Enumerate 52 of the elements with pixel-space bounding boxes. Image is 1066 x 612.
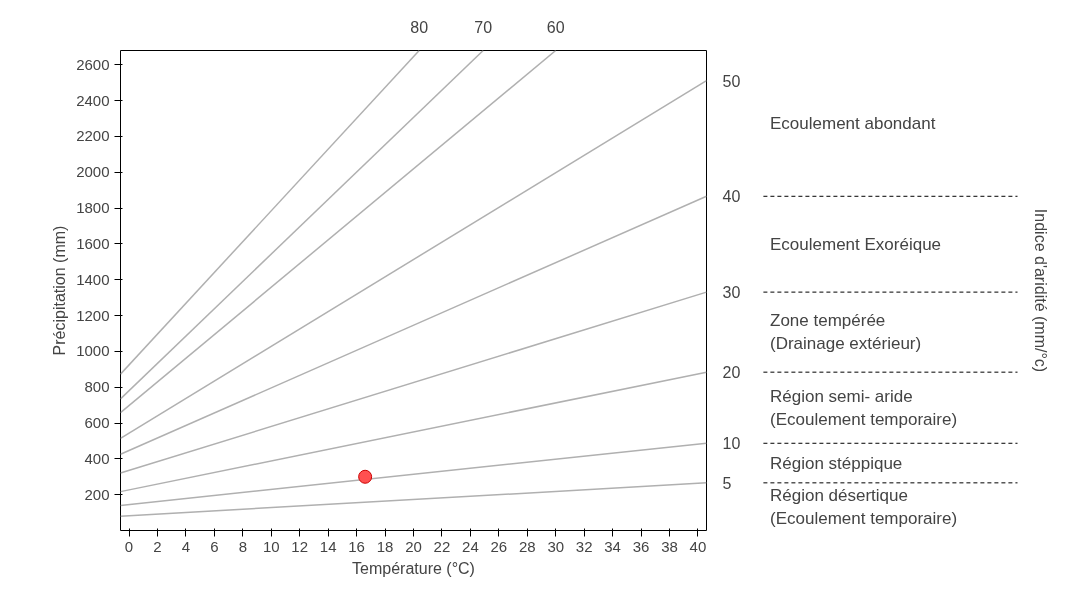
- y-tick-label: 400: [84, 449, 110, 467]
- x-tick-label: 6: [210, 537, 219, 555]
- series-label: 50: [722, 72, 741, 90]
- text: Ecoulement Exoréique: [770, 234, 942, 254]
- y-tick-label: 1800: [76, 199, 110, 217]
- x-tick-label: 10: [262, 537, 280, 555]
- x-tick-label: 8: [238, 537, 247, 555]
- text: Région désertique (Ecoulement temporaire): [770, 485, 958, 528]
- x-tick-label: 18: [376, 537, 394, 555]
- x-tick-label: 12: [291, 537, 309, 555]
- x-tick-label: 20: [405, 537, 422, 555]
- series-label: 40: [722, 188, 741, 206]
- x-tick-label: 32: [575, 537, 593, 555]
- x-tick-label: 22: [433, 537, 451, 555]
- x-axis-title: Température (°C): [352, 559, 475, 577]
- x-tick-label: 0: [124, 537, 134, 555]
- x-tick-label: 2: [153, 537, 162, 555]
- series-label: 5: [722, 474, 732, 492]
- y-tick-label: 2600: [76, 55, 110, 73]
- x-tick-label: 30: [547, 537, 565, 555]
- y-tick-label: 600: [84, 414, 110, 432]
- x-tick-label: 28: [518, 537, 536, 555]
- y-tick-label: 2200: [76, 127, 110, 145]
- x-tick-label: 36: [632, 537, 650, 555]
- series-label: 80: [410, 18, 429, 36]
- y-tick-label: 2000: [76, 163, 110, 181]
- text: Région semi- aride (Ecoulement temporaire): [770, 386, 958, 429]
- text: Indice d'aridité (mm/°c): [1032, 208, 1050, 373]
- y-axis-title: Précipitation (mm): [51, 225, 69, 356]
- x-tick-label: 34: [604, 537, 621, 555]
- y-tick-label: 1400: [76, 270, 110, 288]
- x-tick-label: 38: [661, 537, 678, 555]
- text: Zone tempérée (Drainage extérieur): [770, 311, 922, 354]
- x-tick-label: 40: [689, 537, 707, 555]
- x-tick-label: 26: [490, 537, 508, 555]
- y-tick-label: 200: [84, 485, 110, 503]
- y-tick-label: 1200: [76, 306, 110, 324]
- x-tick-label: 16: [348, 537, 365, 555]
- x-tick-label: 14: [319, 537, 337, 555]
- series-label: 10: [722, 435, 741, 453]
- text: Ecoulement abondant: [770, 113, 936, 133]
- series-label: 60: [546, 18, 565, 36]
- y-tick-label: 2400: [76, 91, 110, 109]
- y-tick-label: 1600: [76, 234, 110, 252]
- series-label: 20: [722, 364, 741, 382]
- y-tick-label: 1000: [76, 342, 110, 360]
- series-label: 30: [722, 284, 741, 302]
- x-tick-label: 4: [181, 537, 191, 555]
- y-tick-label: 800: [84, 378, 110, 396]
- x-tick-label: 24: [462, 537, 479, 555]
- series-label: 70: [474, 18, 493, 36]
- text: Région stéppique: [770, 453, 903, 473]
